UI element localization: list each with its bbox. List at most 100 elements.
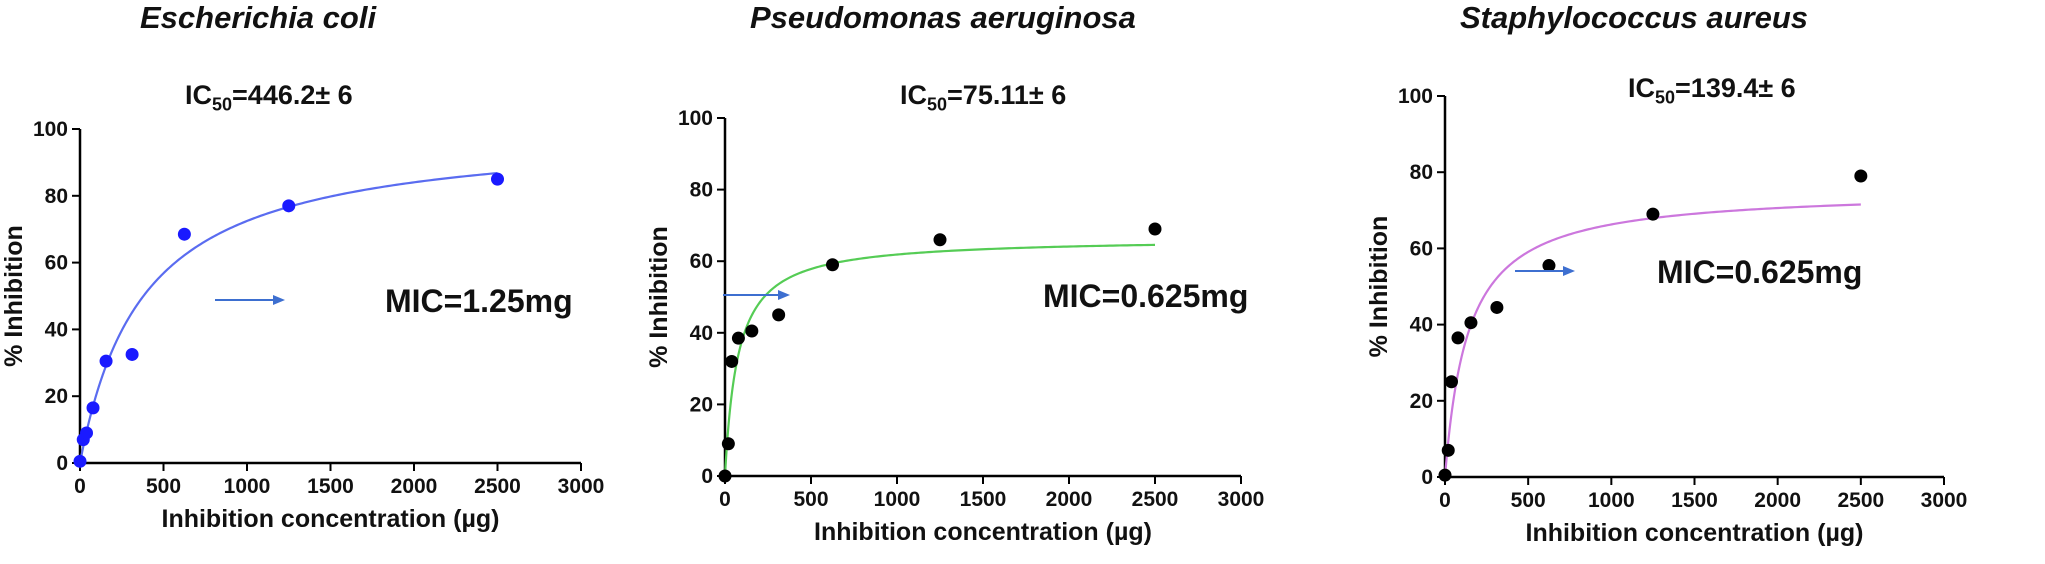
- data-point: [1148, 222, 1162, 236]
- y-tick-label: 100: [33, 118, 68, 141]
- ic50-prefix: IC: [185, 80, 212, 110]
- fit-curve: [78, 171, 498, 464]
- x-tick-label: 2500: [1837, 489, 1884, 512]
- data-point: [933, 233, 947, 247]
- chart-svg: 0 500 1000 1500 2000 2500 3000 0 20 40 60 80 100 Inhi…: [645, 107, 1264, 546]
- mic-arrow-head: [1563, 266, 1575, 276]
- data-point: [1441, 443, 1455, 457]
- data-point: [721, 437, 735, 451]
- x-tick-label: 500: [793, 488, 828, 511]
- y-tick-label: 100: [1398, 85, 1433, 108]
- data-point: [772, 308, 786, 322]
- mic-label: MIC=0.625mg: [1657, 254, 1863, 290]
- data-point: [1444, 375, 1458, 389]
- y-tick-label: 20: [690, 393, 713, 416]
- fit-curve: [723, 243, 1156, 477]
- data-point: [177, 227, 191, 241]
- data-point: [1490, 300, 1504, 314]
- data-point: [826, 258, 839, 272]
- x-tick-label: 2000: [391, 475, 438, 498]
- data-point: [491, 172, 504, 186]
- data-point: [1646, 207, 1660, 221]
- y-tick-label: 100: [678, 107, 713, 130]
- y-tick-label: 80: [45, 185, 68, 208]
- chart-svg: 0 500 1000 1500 2000 2500 3000 0 20 40 60 80 100 Inhi…: [1365, 85, 1968, 547]
- x-tick-label: 2000: [1754, 489, 1801, 512]
- y-tick-label: 80: [1410, 161, 1433, 184]
- data-point: [282, 199, 296, 213]
- x-tick-label: 2500: [474, 475, 521, 498]
- y-tick-label: 40: [1410, 314, 1433, 337]
- data-point: [86, 401, 100, 415]
- data-point: [718, 469, 732, 483]
- ic50-label: IC50=75.11± 6: [900, 80, 1066, 115]
- chart-title: Pseudomonas aeruginosa: [750, 0, 1136, 35]
- x-tick-label: 1500: [1671, 489, 1718, 512]
- ic50-label: IC50=446.2± 6: [185, 80, 353, 115]
- chart-title: Escherichia coli: [140, 0, 377, 35]
- x-tick-label: 3000: [1921, 489, 1968, 512]
- y-tick-label: 0: [56, 452, 68, 475]
- ic50-label: IC50=139.4± 6: [1628, 73, 1796, 108]
- fit-curve: [1443, 203, 1861, 478]
- chart-panel-p-aeruginosa: Pseudomonas aeruginosa IC50=75.11± 6 MIC…: [640, 0, 1320, 564]
- mic-label: MIC=1.25mg: [385, 283, 573, 319]
- data-point: [1438, 468, 1452, 482]
- y-tick-label: 0: [1421, 466, 1433, 489]
- data-point: [1854, 169, 1868, 183]
- y-axis-label: % Inhibition: [0, 225, 28, 367]
- data-point: [1464, 316, 1478, 330]
- data-point: [731, 331, 745, 345]
- mic-arrow-head: [778, 290, 790, 300]
- ic50-value: =139.4± 6: [1675, 73, 1796, 103]
- y-axis-label: % Inhibition: [1365, 216, 1393, 358]
- data-point: [99, 354, 113, 368]
- y-tick-label: 0: [701, 465, 713, 488]
- x-tick-label: 500: [146, 475, 181, 498]
- x-tick-label: 1000: [224, 475, 271, 498]
- x-tick-label: 1000: [874, 488, 921, 511]
- y-tick-label: 60: [45, 252, 68, 275]
- chart-panel-s-aureus: Staphylococcus aureus IC50=139.4± 6 MIC=…: [1320, 0, 2045, 564]
- x-axis-label: Inhibition concentration (µg): [162, 505, 500, 533]
- y-tick-label: 40: [45, 318, 68, 341]
- x-tick-label: 0: [719, 488, 731, 511]
- data-point: [125, 347, 139, 361]
- x-tick-label: 2000: [1046, 488, 1093, 511]
- x-tick-label: 2500: [1132, 488, 1179, 511]
- x-tick-label: 1500: [960, 488, 1007, 511]
- chart-panel-e-coli: Escherichia coli IC50=446.2± 6 MIC=1.25m…: [0, 0, 640, 564]
- data-point: [1542, 259, 1556, 273]
- data-point: [80, 426, 94, 440]
- ic50-prefix: IC: [900, 80, 927, 110]
- x-tick-label: 0: [74, 475, 86, 498]
- x-axis-label: Inhibition concentration (µg): [1526, 519, 1864, 547]
- x-tick-label: 1500: [307, 475, 354, 498]
- ic50-prefix: IC: [1628, 73, 1655, 103]
- data-point: [725, 354, 739, 368]
- ic50-subscript: 50: [212, 94, 233, 115]
- y-axis-label: % Inhibition: [645, 226, 673, 368]
- mic-label: MIC=0.625mg: [1043, 278, 1249, 314]
- ic50-subscript: 50: [927, 94, 948, 115]
- y-tick-label: 60: [690, 250, 713, 273]
- y-tick-label: 80: [690, 179, 713, 202]
- ic50-subscript: 50: [1655, 87, 1676, 108]
- y-tick-label: 40: [690, 322, 713, 345]
- chart-title: Staphylococcus aureus: [1460, 0, 1809, 35]
- x-tick-label: 3000: [558, 475, 605, 498]
- data-point: [745, 324, 759, 338]
- x-tick-label: 1000: [1588, 489, 1635, 512]
- chart-svg: 0 500 1000 1500 2000 2500 3000 0 20 40 60 80 100 Inhi…: [0, 118, 605, 533]
- x-tick-label: 500: [1511, 489, 1546, 512]
- y-tick-label: 60: [1410, 237, 1433, 260]
- y-tick-label: 20: [1410, 390, 1433, 413]
- x-axis-label: Inhibition concentration (µg): [814, 518, 1152, 546]
- data-point: [1451, 331, 1465, 345]
- mic-arrow-head: [273, 295, 285, 305]
- ic50-value: =446.2± 6: [232, 80, 353, 110]
- ic50-value: =75.11± 6: [947, 80, 1067, 110]
- x-tick-label: 0: [1439, 489, 1451, 512]
- data-point: [73, 454, 87, 468]
- y-tick-label: 20: [45, 385, 68, 408]
